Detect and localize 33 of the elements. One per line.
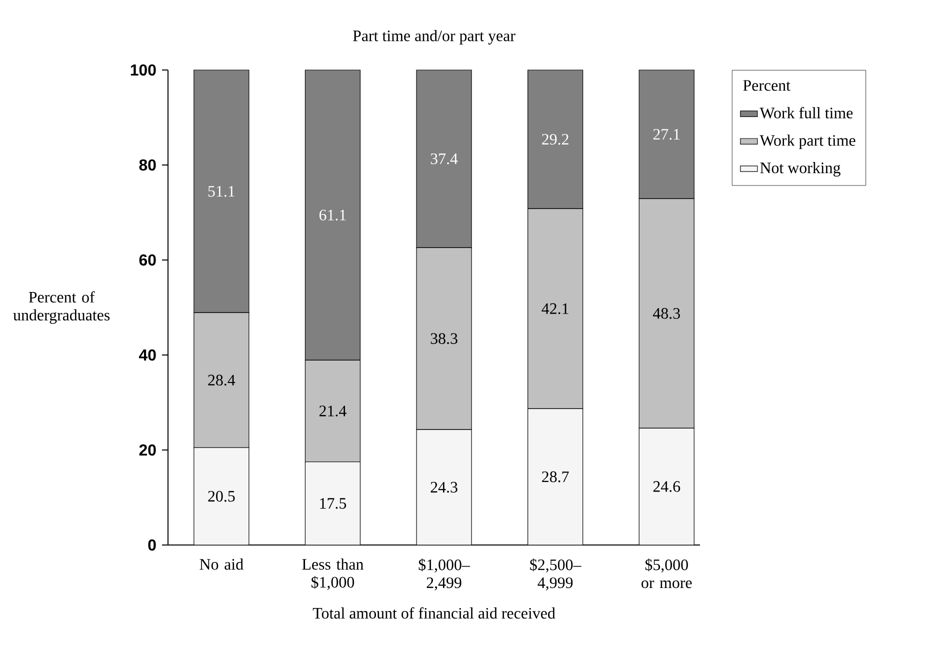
x-tick-label: No aid bbox=[200, 558, 244, 570]
data-label: 20.5 bbox=[208, 490, 235, 502]
data-label: 21.4 bbox=[319, 406, 346, 416]
x-tick-label: $5,000 or more bbox=[642, 558, 692, 588]
x-tick-label: $2,500–4,999 bbox=[530, 558, 582, 590]
data-label: 24.3 bbox=[430, 482, 458, 493]
y-tick-label: 0 bbox=[148, 539, 156, 551]
data-label: 29.2 bbox=[542, 134, 568, 145]
data-label: 61.1 bbox=[319, 210, 346, 220]
y-axis-title: Percent of undergraduates bbox=[13, 291, 110, 324]
data-label: 42.1 bbox=[542, 303, 568, 314]
y-tick-label: 80 bbox=[139, 159, 156, 171]
y-tick-label: 60 bbox=[139, 254, 156, 266]
legend-title: Percent bbox=[743, 80, 790, 91]
data-label: 27.1 bbox=[653, 128, 680, 140]
data-label: 51.1 bbox=[208, 186, 234, 197]
data-label: 17.5 bbox=[320, 498, 346, 509]
data-label: 28.4 bbox=[208, 374, 236, 386]
x-tick-label: Less than $1,000 bbox=[302, 558, 364, 590]
chart-title: Part time and/or part year bbox=[353, 30, 516, 44]
data-label: 24.6 bbox=[653, 481, 680, 492]
y-tick-label: 40 bbox=[138, 349, 156, 361]
data-label: 38.3 bbox=[430, 333, 458, 344]
data-label: 28.7 bbox=[542, 471, 569, 482]
x-axis-title: Total amount of financial aid received bbox=[312, 607, 556, 619]
legend-label: Not working bbox=[760, 162, 840, 177]
data-label: 37.4 bbox=[430, 153, 458, 164]
y-tick-label: 100 bbox=[130, 64, 156, 76]
legend-label: Work part time bbox=[760, 134, 856, 150]
legend-label: Work full time bbox=[760, 107, 853, 118]
x-tick-label: $1,000–2,499 bbox=[418, 558, 470, 590]
data-label: 48.3 bbox=[652, 308, 680, 319]
y-tick-label: 20 bbox=[139, 444, 156, 456]
